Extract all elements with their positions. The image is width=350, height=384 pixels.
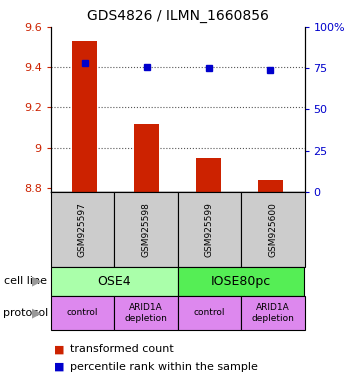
Text: control: control (67, 308, 98, 318)
Text: cell line: cell line (4, 276, 47, 286)
Text: ARID1A
depletion: ARID1A depletion (125, 303, 167, 323)
Text: ▶: ▶ (32, 275, 42, 288)
Bar (134, 124, 159, 192)
Text: control: control (194, 308, 225, 318)
Text: OSE4: OSE4 (97, 275, 131, 288)
Text: ■: ■ (54, 362, 65, 372)
Title: GDS4826 / ILMN_1660856: GDS4826 / ILMN_1660856 (87, 9, 268, 23)
Text: GSM925599: GSM925599 (205, 202, 214, 257)
Bar (196, 158, 221, 192)
Text: GSM925598: GSM925598 (141, 202, 150, 257)
Text: protocol: protocol (4, 308, 49, 318)
Text: IOSE80pc: IOSE80pc (211, 275, 271, 288)
Bar (72, 41, 97, 192)
Bar (258, 180, 283, 192)
Text: percentile rank within the sample: percentile rank within the sample (70, 362, 258, 372)
Text: transformed count: transformed count (70, 344, 174, 354)
Text: ▶: ▶ (32, 306, 42, 319)
Text: ■: ■ (54, 344, 65, 354)
Text: GSM925597: GSM925597 (78, 202, 87, 257)
Text: ARID1A
depletion: ARID1A depletion (251, 303, 294, 323)
Text: GSM925600: GSM925600 (268, 202, 277, 257)
